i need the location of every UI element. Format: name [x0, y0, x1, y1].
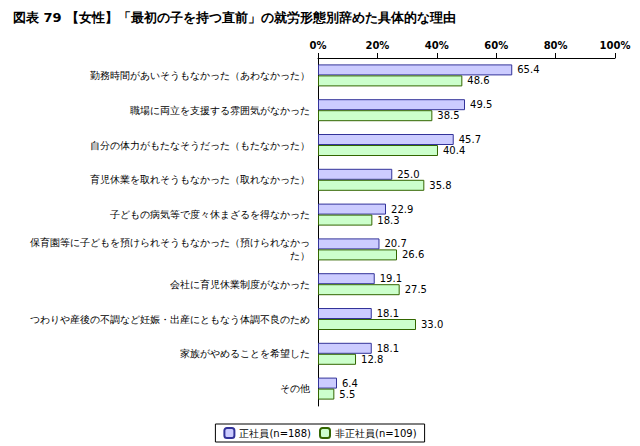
svg-text:非正社員(n=109): 非正社員(n=109) [335, 428, 417, 439]
svg-text:勤務時間があいそうもなかった（あわなかった）: 勤務時間があいそうもなかった（あわなかった） [90, 70, 310, 81]
svg-text:60%: 60% [484, 40, 508, 51]
svg-text:育児休業を取れそうもなかった（取れなかった）: 育児休業を取れそうもなかった（取れなかった） [90, 174, 310, 185]
svg-text:職場に両立を支援する雰囲気がなかった: 職場に両立を支援する雰囲気がなかった [130, 105, 310, 116]
svg-text:100%: 100% [600, 40, 631, 51]
svg-text:正社員(n=188): 正社員(n=188) [239, 428, 311, 439]
svg-text:18.1: 18.1 [377, 343, 399, 354]
svg-text:20.7: 20.7 [384, 238, 406, 249]
svg-text:27.5: 27.5 [405, 284, 427, 295]
svg-text:26.6: 26.6 [402, 249, 424, 260]
svg-text:48.6: 48.6 [467, 75, 489, 86]
svg-text:6.4: 6.4 [342, 378, 358, 389]
svg-text:子どもの病気等で度々休まざるを得なかった: 子どもの病気等で度々休まざるを得なかった [110, 209, 310, 220]
svg-text:その他: その他 [280, 383, 310, 394]
svg-text:40%: 40% [425, 40, 449, 51]
svg-text:自分の体力がもたなそうだった（もたなかった）: 自分の体力がもたなそうだった（もたなかった） [90, 140, 310, 151]
svg-text:0%: 0% [310, 40, 327, 51]
svg-text:19.1: 19.1 [380, 273, 402, 284]
svg-text:12.8: 12.8 [361, 354, 383, 365]
svg-text:25.0: 25.0 [397, 169, 419, 180]
svg-text:49.5: 49.5 [470, 99, 492, 110]
svg-text:38.5: 38.5 [437, 110, 459, 121]
svg-text:40.4: 40.4 [443, 145, 465, 156]
svg-text:つわりや産後の不調など妊娠・出産にともなう体調不良のため: つわりや産後の不調など妊娠・出産にともなう体調不良のため [30, 314, 310, 325]
svg-text:80%: 80% [544, 40, 568, 51]
svg-text:保育園等に子どもを預けられそうもなかった（預けられなかっ: 保育園等に子どもを預けられそうもなかった（預けられなかっ [30, 237, 310, 248]
svg-text:5.5: 5.5 [339, 389, 355, 400]
svg-text:18.1: 18.1 [377, 308, 399, 319]
svg-text:20%: 20% [365, 40, 389, 51]
svg-text:会社に育児休業制度がなかった: 会社に育児休業制度がなかった [170, 279, 310, 290]
svg-text:35.8: 35.8 [429, 180, 451, 191]
svg-text:45.7: 45.7 [459, 134, 481, 145]
svg-text:た）: た） [290, 250, 310, 261]
svg-text:18.3: 18.3 [377, 215, 399, 226]
svg-text:図表 79 【女性】「最初の子を持つ直前」の就労形態別辞めた: 図表 79 【女性】「最初の子を持つ直前」の就労形態別辞めた具体的な理由 [13, 10, 456, 25]
svg-text:家族がやめることを希望した: 家族がやめることを希望した [180, 348, 310, 359]
svg-text:33.0: 33.0 [421, 319, 443, 330]
svg-text:65.4: 65.4 [517, 64, 539, 75]
svg-text:22.9: 22.9 [391, 204, 413, 215]
